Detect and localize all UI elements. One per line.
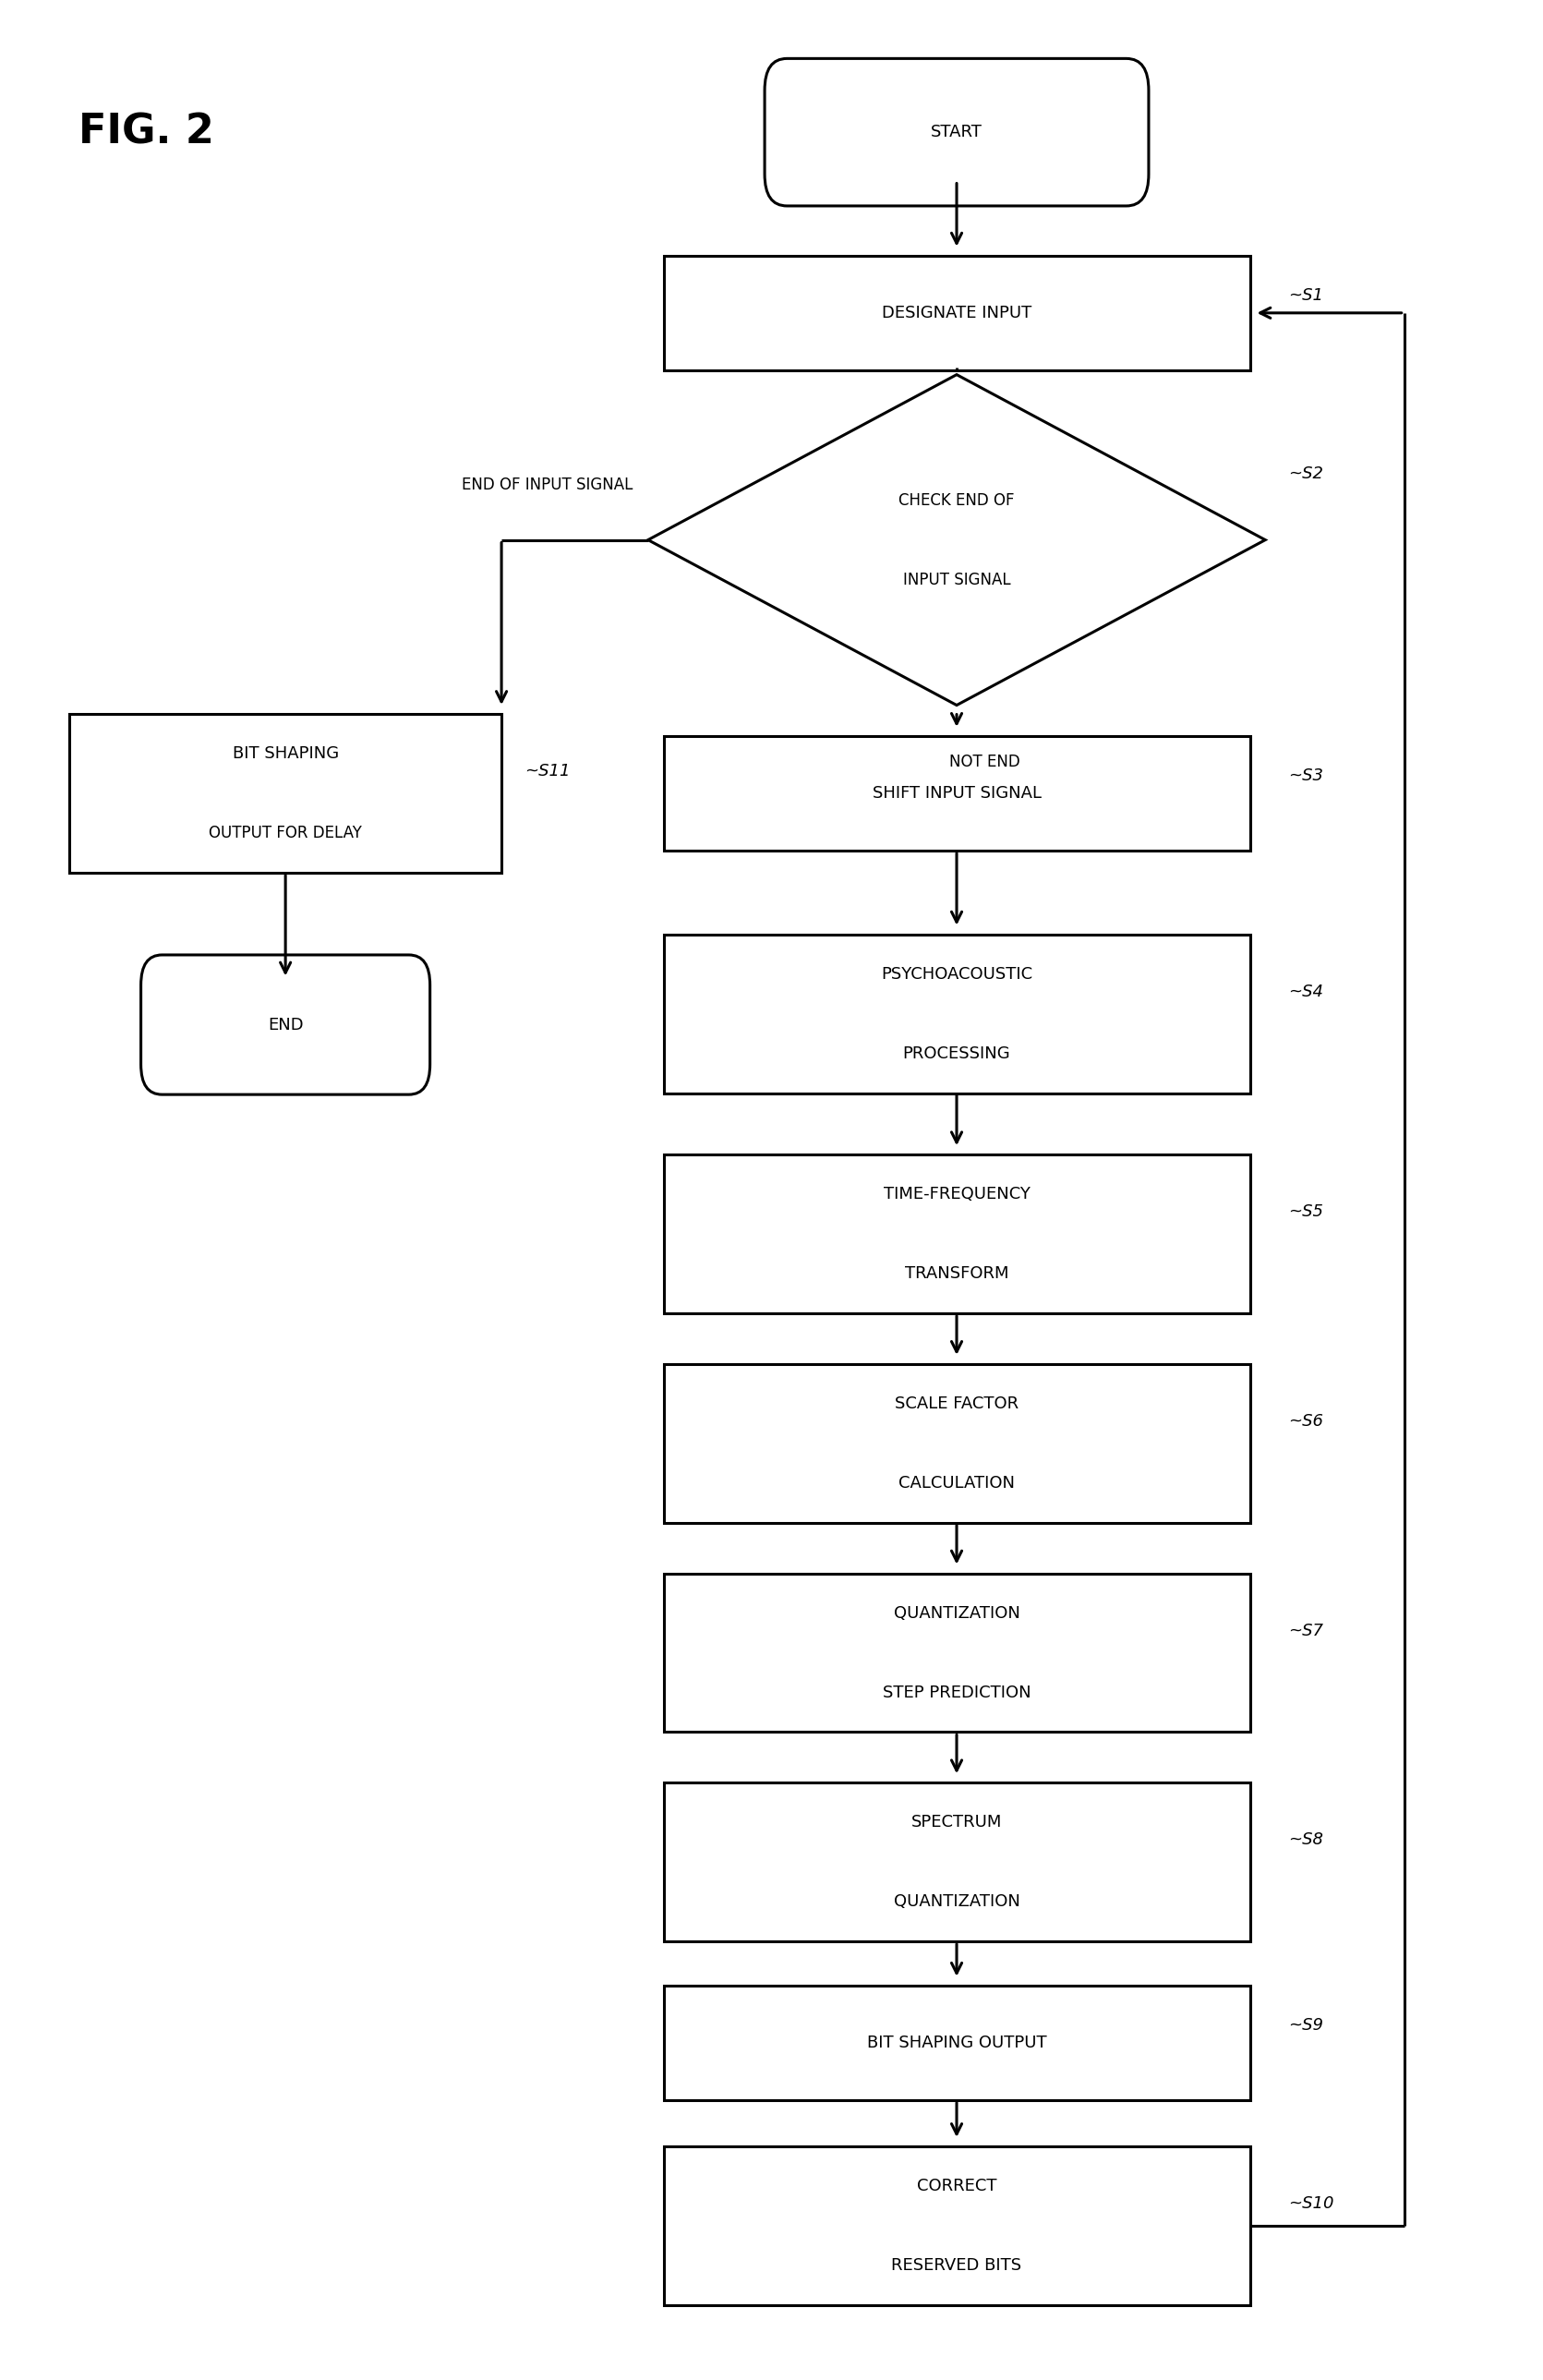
Text: ~S2: ~S2: [1288, 466, 1324, 483]
FancyBboxPatch shape: [663, 1783, 1250, 1942]
Text: ~S10: ~S10: [1288, 2194, 1335, 2211]
Text: ~S4: ~S4: [1288, 983, 1324, 1000]
FancyBboxPatch shape: [140, 954, 430, 1095]
Text: NOT END: NOT END: [949, 754, 1020, 771]
Text: QUANTIZATION: QUANTIZATION: [893, 1604, 1020, 1621]
Text: ~S1: ~S1: [1288, 288, 1324, 305]
Text: QUANTIZATION: QUANTIZATION: [893, 1894, 1020, 1911]
FancyBboxPatch shape: [663, 255, 1250, 371]
Text: SCALE FACTOR: SCALE FACTOR: [895, 1395, 1018, 1411]
Text: OUTPUT FOR DELAY: OUTPUT FOR DELAY: [208, 826, 363, 840]
Text: FIG. 2: FIG. 2: [79, 112, 214, 152]
FancyBboxPatch shape: [663, 1985, 1250, 2099]
Text: BIT SHAPING: BIT SHAPING: [233, 745, 338, 762]
Text: ~S11: ~S11: [525, 764, 571, 781]
Text: ~S8: ~S8: [1288, 1833, 1324, 1849]
Text: PROCESSING: PROCESSING: [903, 1045, 1011, 1061]
FancyBboxPatch shape: [663, 935, 1250, 1092]
Text: STEP PREDICTION: STEP PREDICTION: [883, 1685, 1031, 1702]
FancyBboxPatch shape: [663, 1573, 1250, 1733]
Text: ~S9: ~S9: [1288, 2016, 1324, 2033]
Text: INPUT SIGNAL: INPUT SIGNAL: [903, 571, 1011, 588]
Text: TRANSFORM: TRANSFORM: [904, 1266, 1009, 1283]
Text: END: END: [267, 1016, 304, 1033]
Text: TIME-FREQUENCY: TIME-FREQUENCY: [883, 1185, 1031, 1202]
Text: RESERVED BITS: RESERVED BITS: [892, 2256, 1021, 2273]
Text: END OF INPUT SIGNAL: END OF INPUT SIGNAL: [461, 476, 633, 493]
FancyBboxPatch shape: [765, 60, 1148, 207]
FancyBboxPatch shape: [663, 735, 1250, 850]
Text: CALCULATION: CALCULATION: [898, 1476, 1015, 1492]
FancyBboxPatch shape: [69, 714, 501, 873]
Text: ~S7: ~S7: [1288, 1623, 1324, 1640]
Text: ~S3: ~S3: [1288, 766, 1324, 783]
FancyBboxPatch shape: [663, 1364, 1250, 1523]
FancyBboxPatch shape: [663, 2147, 1250, 2306]
Text: SPECTRUM: SPECTRUM: [912, 1814, 1001, 1830]
Text: SHIFT INPUT SIGNAL: SHIFT INPUT SIGNAL: [872, 785, 1042, 802]
Text: PSYCHOACOUSTIC: PSYCHOACOUSTIC: [881, 966, 1032, 983]
Polygon shape: [648, 374, 1265, 704]
Text: DESIGNATE INPUT: DESIGNATE INPUT: [881, 305, 1032, 321]
FancyBboxPatch shape: [663, 1154, 1250, 1314]
Text: ~S6: ~S6: [1288, 1414, 1324, 1430]
Text: CHECK END OF: CHECK END OF: [898, 493, 1015, 509]
Text: CORRECT: CORRECT: [917, 2178, 997, 2194]
Text: BIT SHAPING OUTPUT: BIT SHAPING OUTPUT: [867, 2035, 1046, 2052]
Text: START: START: [930, 124, 983, 140]
Text: ~S5: ~S5: [1288, 1204, 1324, 1221]
